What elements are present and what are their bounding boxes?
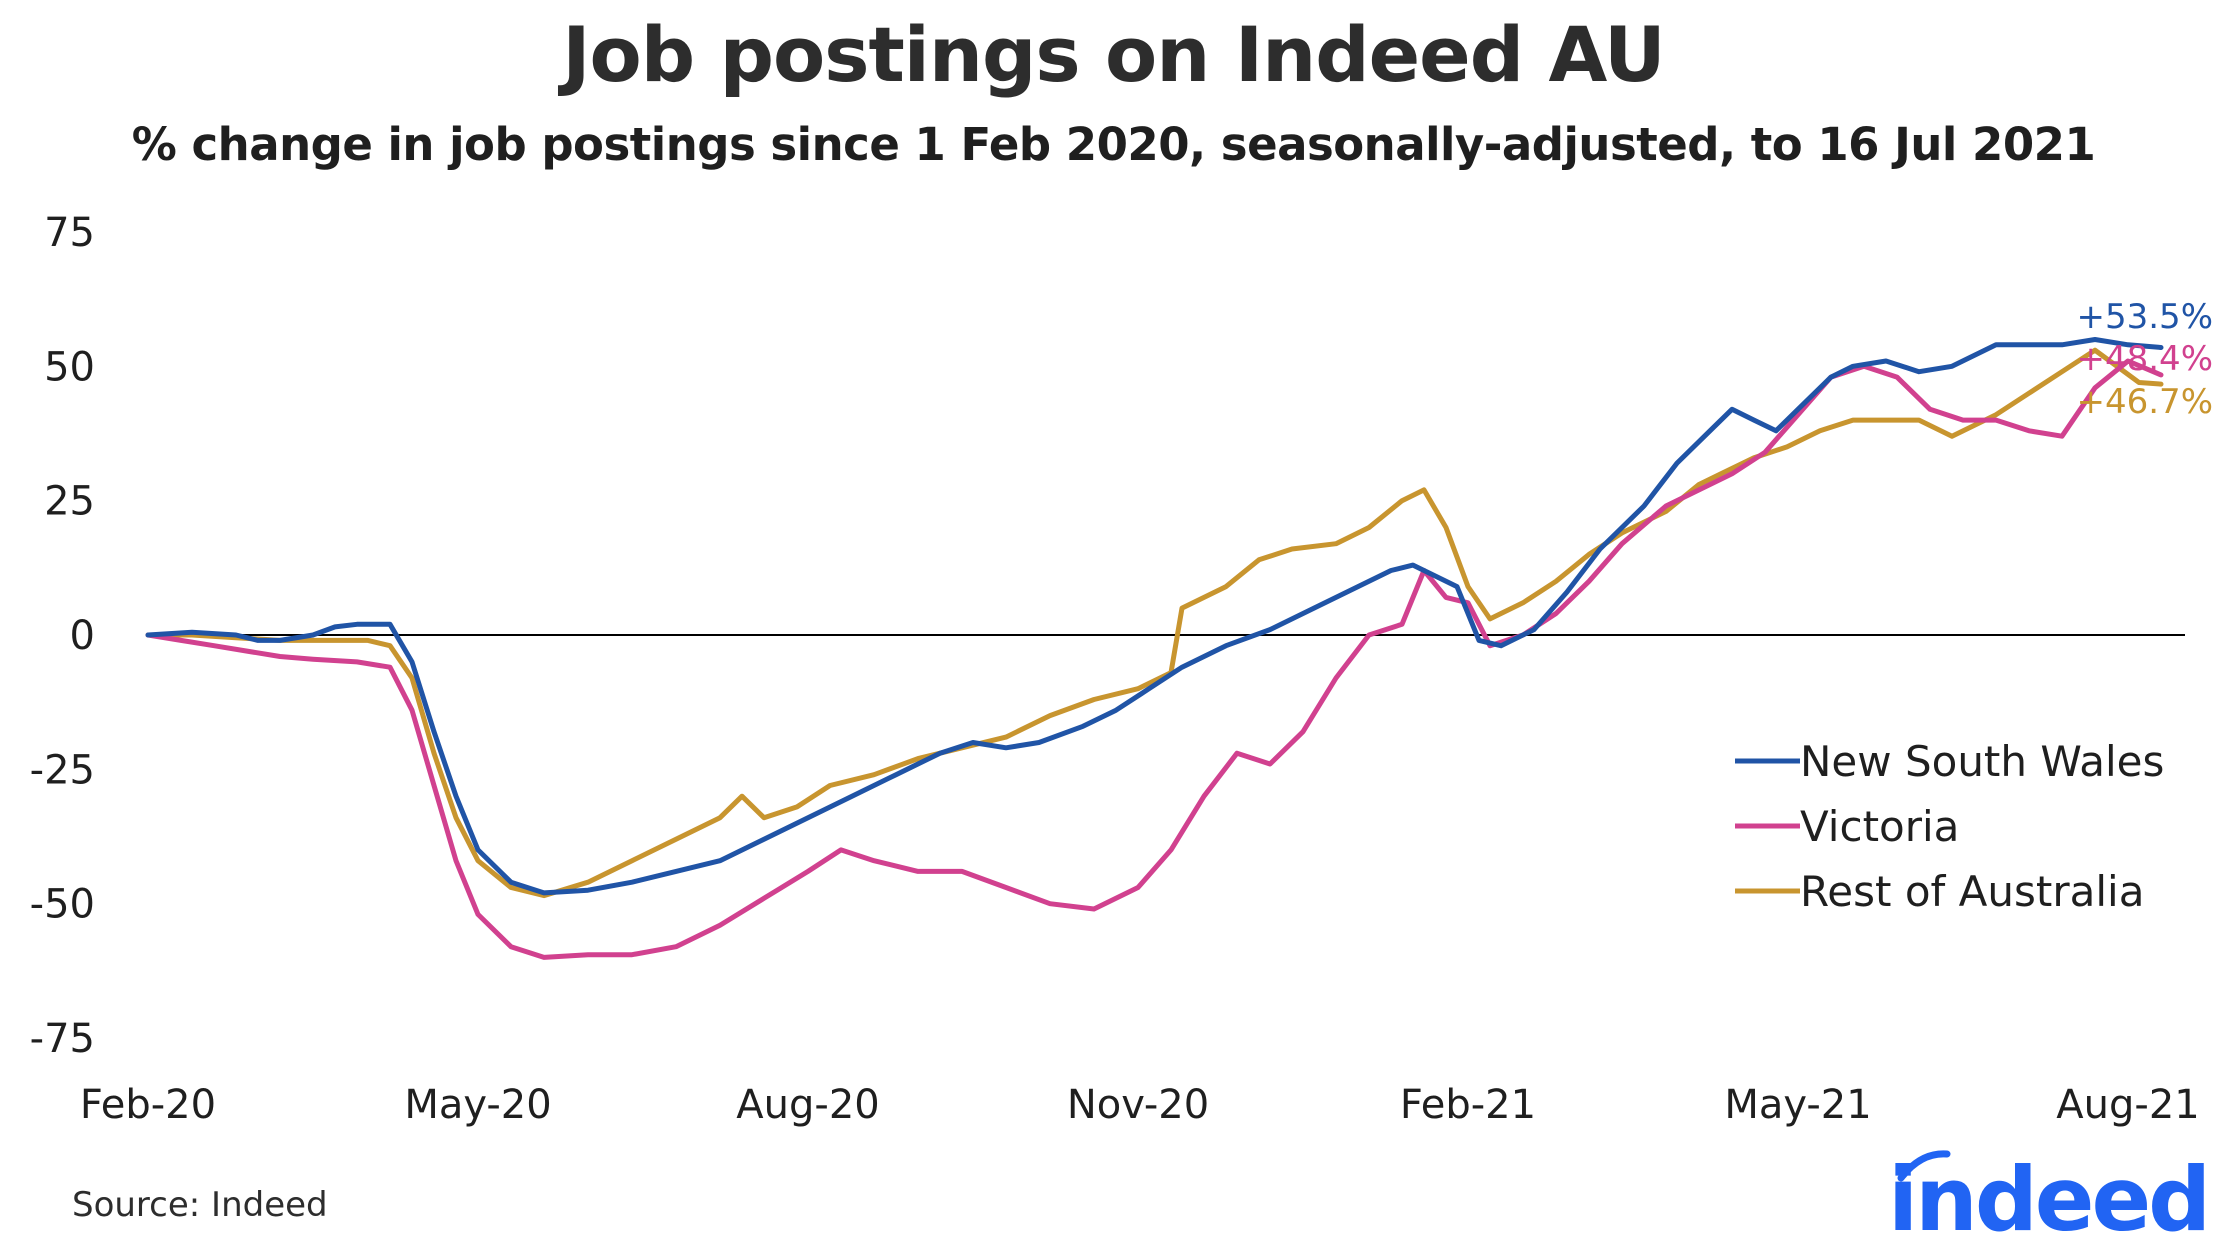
logo-arc-icon [1897, 1150, 1951, 1182]
end-value-label: +46.7% [2077, 382, 2214, 422]
y-tick-label: 75 [44, 210, 95, 256]
legend-label: Victoria [1800, 802, 1959, 851]
x-tick-label: Feb-20 [80, 1082, 216, 1128]
x-tick-label: Aug-20 [736, 1082, 879, 1128]
series-lines [145, 337, 2164, 960]
legend: New South Wales Victoria Rest of Australia [1735, 737, 2164, 916]
x-axis-ticks: Feb-20 May-20 Aug-20 Nov-20 Feb-21 May-21 Aug-… [80, 1082, 2200, 1128]
source-note: Source: Indeed [72, 1185, 328, 1225]
x-tick-label: May-21 [1724, 1082, 1871, 1128]
y-tick-label: -50 [30, 882, 95, 928]
indeed-logo: indeed [1888, 1148, 2211, 1251]
end-labels: +53.5%+48.4%+46.7% [2077, 297, 2214, 422]
y-tick-label: -75 [30, 1016, 95, 1062]
y-axis-ticks: 75 50 25 0 -25 -50 -75 [30, 210, 95, 1062]
x-tick-label: Feb-21 [1400, 1082, 1536, 1128]
x-tick-label: Nov-20 [1067, 1082, 1209, 1128]
chart-title: Job postings on Indeed AU [562, 10, 1666, 99]
series-line-rest-of-australia [145, 347, 2164, 899]
y-tick-label: 50 [44, 344, 95, 390]
end-value-label: +53.5% [2077, 297, 2214, 337]
chart-subtitle: % change in job postings since 1 Feb 202… [131, 118, 2096, 171]
x-tick-label: May-20 [404, 1082, 551, 1128]
y-tick-label: 0 [70, 613, 95, 659]
series-line-new-south-wales [145, 337, 2164, 896]
legend-label: New South Wales [1800, 737, 2164, 786]
end-value-label: +48.4% [2077, 339, 2214, 379]
legend-label: Rest of Australia [1800, 867, 2144, 916]
y-tick-label: 25 [44, 479, 95, 525]
x-tick-label: Aug-21 [2056, 1082, 2199, 1128]
y-tick-label: -25 [30, 747, 95, 793]
